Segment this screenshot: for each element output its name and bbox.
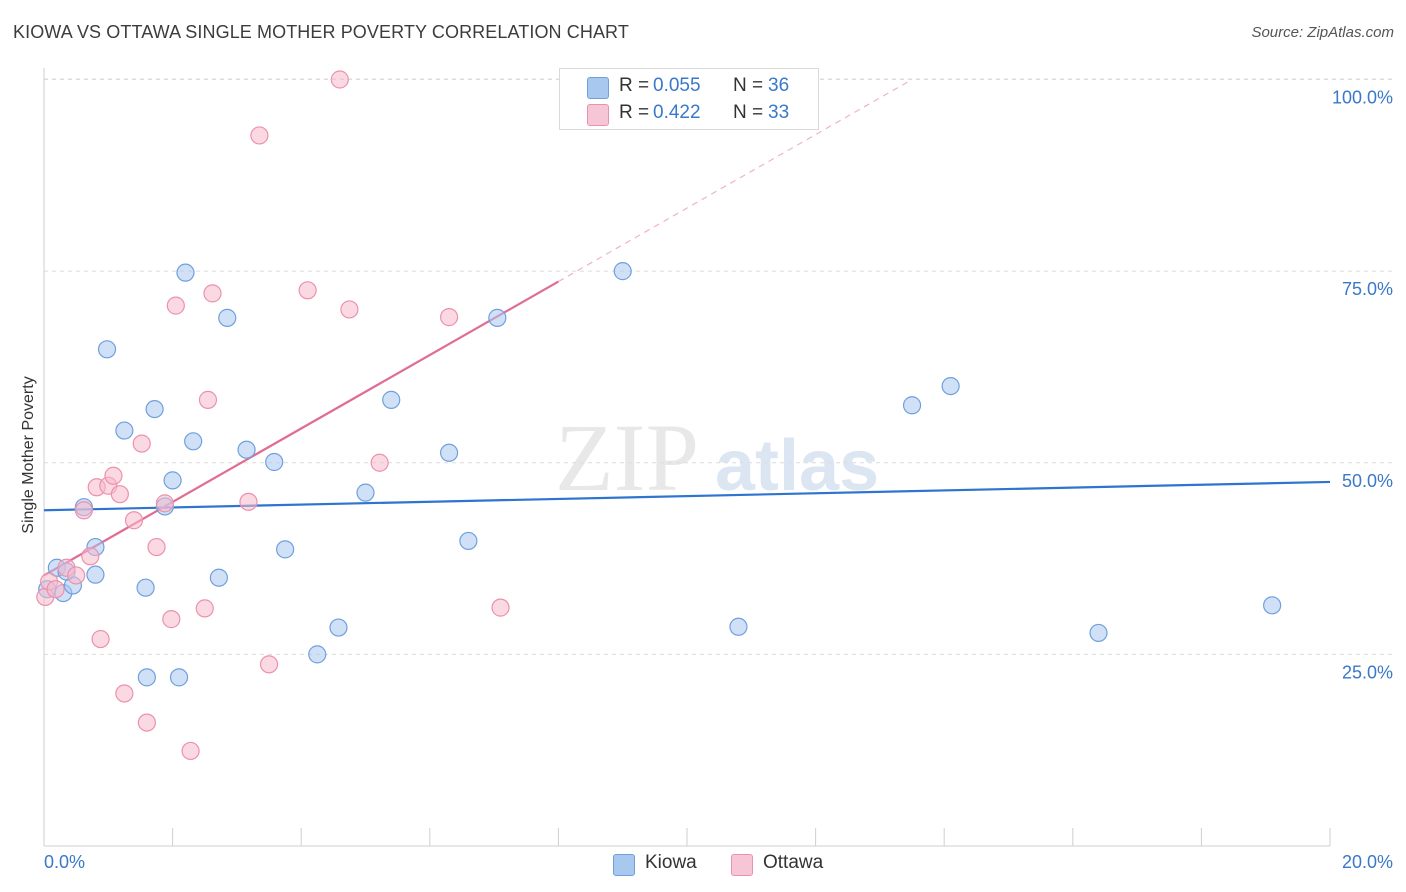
data-points: [36, 70, 1282, 761]
bottom-kiowa-swatch: [613, 854, 635, 876]
kiowa-point-26: [613, 262, 632, 281]
kiowa-point-14: [209, 568, 228, 587]
kiowa-point-17: [265, 452, 284, 472]
ottawa-point-25: [250, 126, 269, 145]
kiowa-n-label: N =: [733, 75, 764, 96]
ottawa-n-label: N =: [733, 102, 764, 123]
ottawa-point-32: [491, 598, 510, 617]
x-axis-max-label: 20.0%: [1341, 852, 1393, 872]
bottom-kiowa-label: Kiowa: [645, 852, 697, 873]
kiowa-point-13: [184, 432, 203, 451]
kiowa-point-6: [97, 340, 117, 359]
ottawa-n-value: 33: [768, 102, 790, 123]
kiowa-point-18: [276, 540, 295, 559]
ottawa-point-12: [115, 684, 134, 703]
ottawa-point-8: [91, 629, 110, 649]
ottawa-point-13: [124, 511, 144, 530]
kiowa-point-22: [382, 390, 401, 409]
kiowa-point-25: [488, 308, 507, 327]
kiowa-point-19: [308, 645, 327, 664]
ottawa-point-14: [132, 434, 151, 453]
ottawa-r-value: 0.422: [653, 102, 701, 123]
x-ticks: [43, 828, 1331, 846]
watermark-zip: ZIP: [555, 404, 699, 511]
y-tick-label-50: 50.0%: [1342, 471, 1393, 491]
kiowa-point-33: [169, 668, 189, 687]
grid-lines: [44, 78, 1392, 655]
kiowa-point-16: [237, 440, 256, 459]
ottawa-point-19: [166, 296, 185, 315]
kiowa-n-value: 36: [768, 75, 790, 96]
watermark: ZIP atlas: [555, 404, 879, 511]
kiowa-point-30: [1089, 623, 1108, 643]
kiowa-point-34: [86, 565, 105, 584]
kiowa-point-24: [459, 531, 478, 551]
source-label: Source: ZipAtlas.com: [1251, 24, 1394, 41]
kiowa-swatch: [587, 77, 609, 99]
kiowa-trend-line: [43, 480, 1331, 512]
kiowa-point-8: [136, 578, 155, 597]
kiowa-point-27: [729, 617, 748, 636]
ottawa-point-30: [370, 453, 389, 472]
y-tick-label-75: 75.0%: [1342, 279, 1393, 299]
ottawa-point-23: [203, 284, 222, 303]
ottawa-point-11: [110, 485, 129, 504]
ottawa-point-6: [81, 547, 100, 566]
ottawa-point-22: [198, 390, 218, 409]
kiowa-r-label: R =: [619, 75, 650, 96]
ottawa-point-27: [298, 281, 317, 300]
kiowa-point-15: [218, 308, 237, 327]
kiowa-point-28: [902, 396, 922, 415]
ottawa-point-31: [439, 308, 459, 327]
y-tick-label-25: 25.0%: [1342, 662, 1393, 682]
y-tick-labels: 25.0% 50.0% 75.0% 100.0%: [1332, 88, 1393, 683]
kiowa-point-20: [329, 618, 348, 637]
kiowa-point-23: [439, 443, 459, 462]
ottawa-point-21: [195, 599, 214, 618]
ottawa-point-16: [147, 537, 166, 557]
y-tick-label-100: 100.0%: [1332, 88, 1393, 108]
kiowa-point-21: [356, 483, 375, 502]
x-axis-min-label: 0.0%: [44, 852, 86, 872]
ottawa-point-17: [155, 494, 174, 513]
ottawa-point-4: [67, 566, 86, 585]
bottom-ottawa-label: Ottawa: [763, 852, 824, 873]
ottawa-point-20: [181, 741, 200, 761]
ottawa-trend-extension: [558, 78, 913, 283]
correlation-legend: R = 0.055 N = 36 R = 0.422 N = 33: [559, 68, 819, 130]
kiowa-point-29: [941, 377, 960, 396]
ottawa-swatch: [587, 104, 609, 126]
kiowa-point-31: [1263, 596, 1282, 615]
ottawa-point-2: [46, 580, 65, 599]
kiowa-r-value: 0.055: [653, 75, 701, 96]
ottawa-point-10: [104, 466, 123, 485]
ottawa-point-18: [162, 610, 181, 629]
kiowa-point-32: [137, 668, 156, 687]
ottawa-point-26: [259, 655, 279, 674]
chart-title: KIOWA VS OTTAWA SINGLE MOTHER POVERTY CO…: [13, 22, 629, 42]
ottawa-r-label: R =: [619, 102, 650, 123]
kiowa-point-9: [145, 399, 164, 419]
ottawa-point-5: [74, 501, 93, 520]
bottom-ottawa-swatch: [731, 854, 753, 876]
ottawa-point-29: [340, 300, 359, 319]
kiowa-point-7: [115, 421, 134, 440]
kiowa-point-11: [163, 471, 182, 490]
kiowa-point-12: [176, 263, 195, 282]
ottawa-point-15: [137, 713, 156, 732]
ottawa-point-24: [239, 492, 258, 511]
ottawa-point-28: [330, 70, 349, 89]
